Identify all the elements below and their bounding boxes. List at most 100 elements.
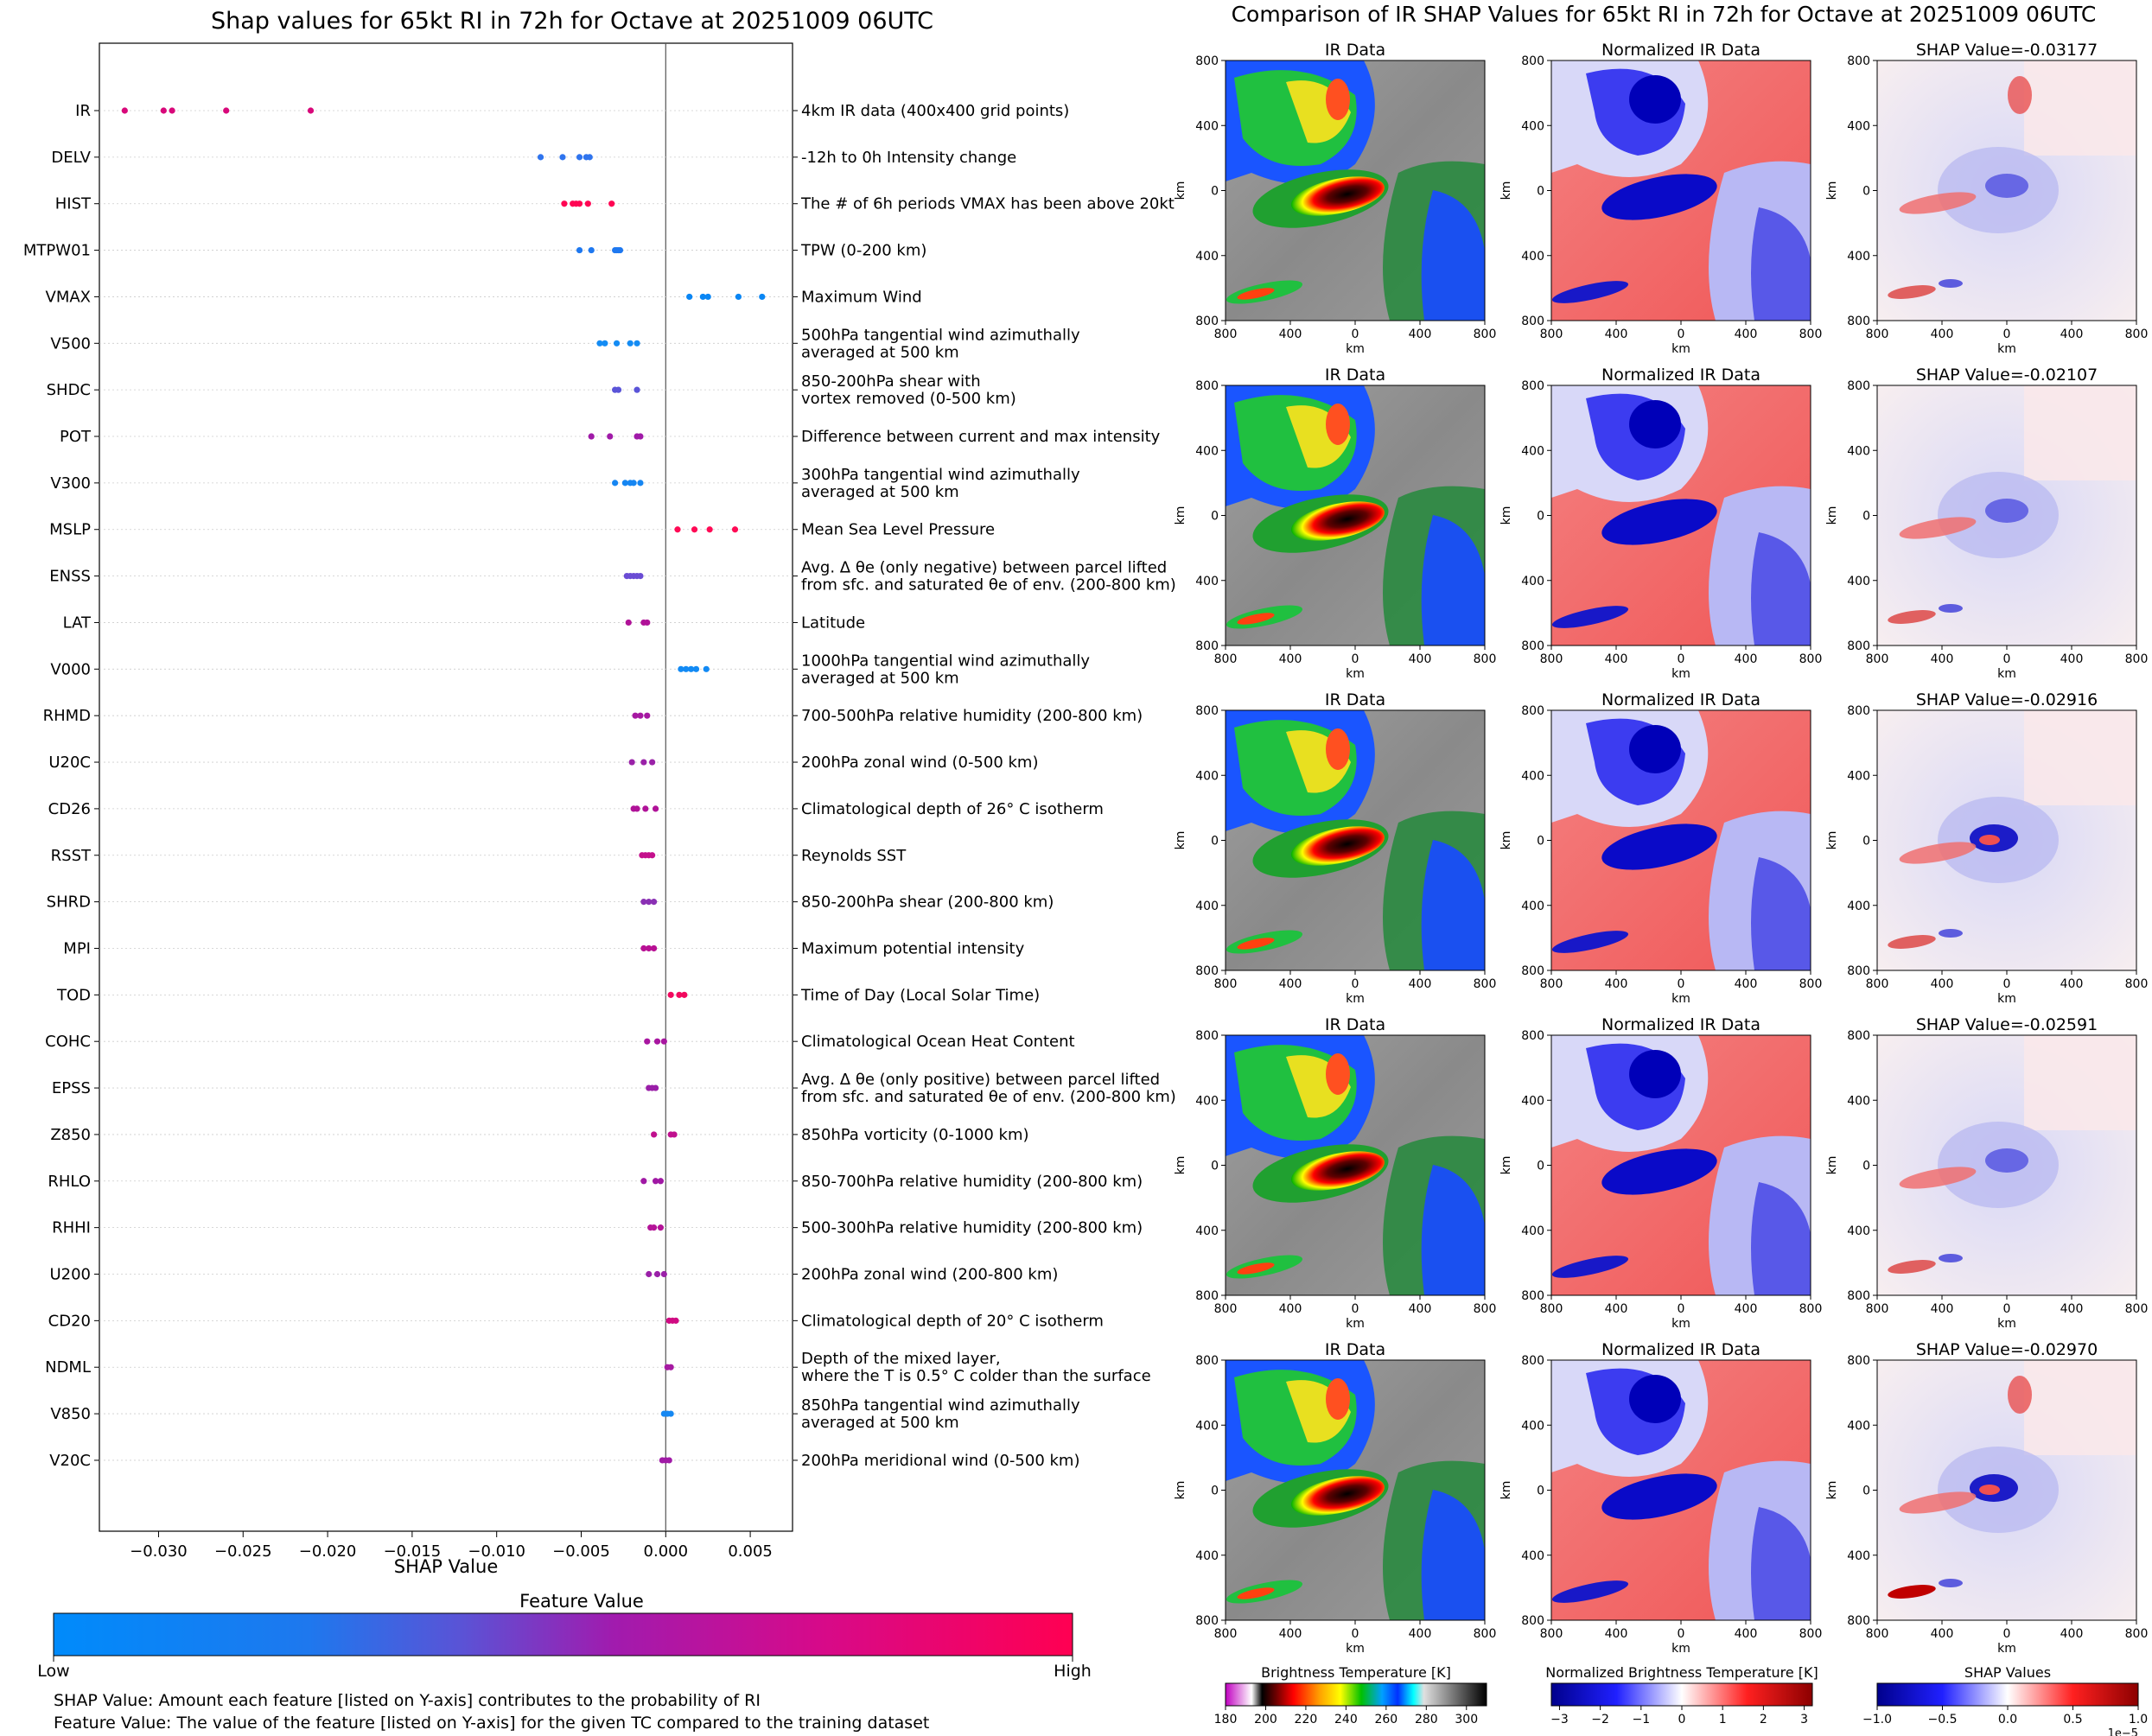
shap-region — [2024, 1035, 2136, 1130]
ir-colorbar — [1550, 1682, 1813, 1707]
x-tick-label: 400 — [1605, 1302, 1628, 1316]
shap-hotspot-negative — [1939, 929, 1963, 938]
panel-title: SHAP Value=-0.03177 — [1916, 41, 2098, 60]
feature-label-u200: U200 — [49, 1266, 91, 1284]
x-tick-label: 400 — [1735, 977, 1758, 991]
colorbar-tick-label: 300 — [1455, 1713, 1478, 1726]
colorbar-tick-label: −2 — [1591, 1713, 1609, 1726]
shap-point — [614, 386, 622, 393]
cloud-band — [1421, 1490, 1485, 1620]
feature-description: Depth of the mixed layer, — [801, 1350, 1001, 1368]
x-tick-label: 800 — [1866, 327, 1889, 341]
y-tick-label: 0 — [1537, 510, 1544, 524]
shap-point — [691, 526, 698, 533]
shap-point — [674, 526, 681, 533]
x-tick-label: −0.005 — [552, 1542, 610, 1561]
x-tick-label: 0 — [1352, 327, 1359, 341]
cloud-streak — [1237, 613, 1275, 625]
shap-point — [678, 665, 684, 672]
shap-point — [607, 433, 614, 440]
cloud-region — [1326, 404, 1350, 445]
feature-description: The # of 6h periods VMAX has been above … — [800, 195, 1175, 213]
panel-title: IR Data — [1325, 1340, 1385, 1359]
y-tick-label: 800 — [1847, 639, 1870, 653]
shap-region — [2024, 710, 2136, 805]
colorbar-tick-label: 240 — [1334, 1713, 1358, 1726]
feature-label-cd26: CD26 — [48, 800, 91, 818]
y-tick-label: 400 — [1195, 1224, 1219, 1238]
norm-cloud-band — [1751, 532, 1811, 645]
shap-point — [634, 386, 640, 393]
y-tick-label: 0 — [1211, 1160, 1219, 1173]
x-tick-label: 800 — [1540, 1302, 1563, 1316]
x-axis-label: km — [1346, 992, 1365, 1006]
x-tick-label: 800 — [1214, 1302, 1238, 1316]
cloud-streak — [1237, 1587, 1275, 1599]
storm-core — [1291, 176, 1385, 216]
y-tick-label: 0 — [1862, 1160, 1870, 1173]
y-tick-label: 800 — [1847, 1614, 1870, 1628]
feature-label-ndml: NDML — [45, 1358, 91, 1377]
y-axis-label: km — [1825, 1156, 1839, 1175]
x-tick-label: 800 — [1799, 1302, 1823, 1316]
feature-label-v000: V000 — [50, 660, 91, 678]
shap-point — [653, 1038, 661, 1045]
ir-comparison-title: Comparison of IR SHAP Values for 65kt RI… — [1232, 2, 2097, 27]
shap-point — [121, 107, 128, 114]
x-axis-label: km — [1997, 342, 2016, 356]
colorbar-tick-label: 220 — [1295, 1713, 1318, 1726]
feature-description: TPW (0-200 km) — [800, 242, 926, 260]
norm-cloud-region — [1629, 1375, 1681, 1423]
shap-point — [704, 293, 711, 301]
shap-panel: SHAP Value=-0.02916800800400400004004008… — [1825, 690, 2148, 1006]
shap-point — [637, 433, 644, 440]
shap-hotspot-positive — [1979, 835, 2000, 845]
cloud-streak — [1237, 1262, 1275, 1275]
x-tick-label: −0.025 — [214, 1542, 272, 1561]
shap-point — [642, 805, 649, 812]
feature-description: 850-200hPa shear with — [801, 372, 981, 391]
shap-point — [307, 107, 315, 114]
x-tick-label: 800 — [1799, 1627, 1823, 1641]
y-tick-label: 800 — [1521, 1289, 1544, 1303]
x-tick-label: 400 — [1931, 652, 1954, 666]
shap-point — [616, 246, 624, 254]
norm-cloud-streak — [1551, 606, 1629, 628]
norm-cloud-region — [1629, 1050, 1681, 1098]
colorbar-tick-label: −0.5 — [1928, 1713, 1958, 1726]
colorbar-tick-label: 1 — [1719, 1713, 1727, 1726]
normalized-ir-panel: Normalized IR Data8008004004000040040080… — [1499, 366, 1822, 681]
cloud-band — [1421, 840, 1485, 970]
feature-label-tod: TOD — [56, 986, 91, 1004]
y-tick-label: 800 — [1521, 1614, 1544, 1628]
feature-label-v300: V300 — [50, 474, 91, 493]
shap-panel: SHAP Value=-0.02107800800400400004004008… — [1825, 366, 2148, 681]
y-axis-label: km — [1825, 831, 1839, 850]
norm-cloud-band — [1751, 1507, 1811, 1620]
shap-point — [588, 433, 595, 440]
y-tick-label: 800 — [1847, 964, 1870, 978]
x-tick-label: 400 — [2060, 1627, 2084, 1641]
shap-hotspot-positive — [1899, 1491, 1977, 1514]
x-tick-label: 0 — [1678, 1302, 1685, 1316]
x-axis-label: km — [1346, 342, 1365, 356]
x-tick-label: 800 — [2125, 652, 2149, 666]
norm-storm-core — [1601, 1473, 1717, 1520]
colorbar-tick-label: −1.0 — [1862, 1713, 1892, 1726]
y-tick-label: 400 — [1195, 575, 1219, 588]
shap-point — [692, 665, 700, 672]
ir-colorbar-title: Brightness Temperature [K] — [1261, 1664, 1451, 1681]
y-tick-label: 400 — [1521, 900, 1544, 913]
shap-point — [652, 1178, 659, 1185]
x-tick-label: 0 — [1678, 652, 1685, 666]
normalized-ir-panel: Normalized IR Data8008004004000040040080… — [1499, 41, 1822, 356]
shap-point — [637, 573, 644, 580]
x-tick-label: 800 — [1866, 977, 1889, 991]
panel-title: Normalized IR Data — [1601, 41, 1760, 60]
y-axis-label: km — [1499, 181, 1513, 200]
x-axis-label: km — [1997, 667, 2016, 681]
panel-title: Normalized IR Data — [1601, 1340, 1760, 1359]
x-tick-label: 400 — [1279, 652, 1302, 666]
